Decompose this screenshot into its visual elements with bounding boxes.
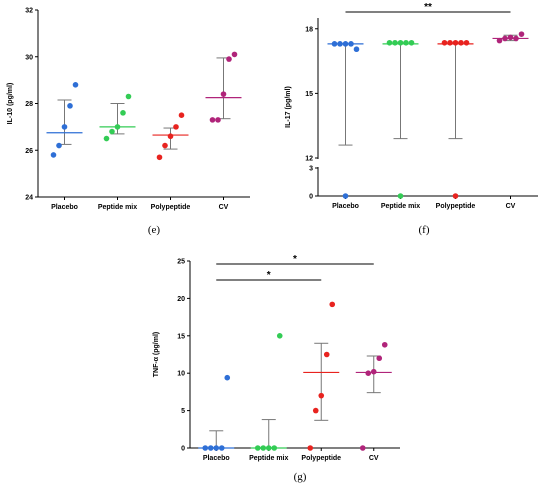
data-point — [329, 301, 336, 308]
data-point — [403, 39, 409, 46]
data-point — [56, 142, 62, 149]
data-point — [507, 34, 514, 41]
x-tick-label: Placebo — [203, 455, 230, 462]
x-tick-label: Placebo — [51, 204, 78, 211]
data-point — [67, 103, 73, 109]
y-tick-label: 3 — [309, 166, 313, 173]
data-point — [109, 128, 115, 135]
data-point — [226, 56, 232, 62]
y-tick-label: 24 — [25, 195, 33, 202]
data-point — [72, 82, 79, 88]
data-point — [178, 112, 185, 118]
data-point — [447, 39, 453, 46]
data-point — [381, 341, 388, 348]
y-tick-label: 30 — [25, 54, 33, 61]
y-tick-label: 26 — [25, 148, 33, 155]
x-tick-label: CV — [506, 203, 516, 210]
data-point — [209, 117, 216, 123]
panel-caption: (f) — [419, 224, 430, 236]
y-tick-label: 28 — [25, 101, 33, 108]
data-point — [220, 91, 227, 97]
data-point — [408, 39, 415, 46]
y-tick-label: 0 — [181, 446, 185, 453]
data-point — [441, 39, 448, 46]
x-tick-label: Peptide mix — [249, 455, 288, 462]
data-point — [496, 37, 503, 44]
x-tick-label: Polypeptide — [301, 455, 341, 462]
x-tick-label: CV — [219, 204, 229, 211]
x-tick-label: Peptide mix — [98, 204, 137, 211]
data-point — [342, 193, 349, 199]
chart-il17: 0 3 12 15 18 IL-17 (pg/ml) Placebo Peptide mix P… — [285, 2, 538, 236]
axis-break — [316, 159, 320, 167]
data-point — [307, 445, 314, 451]
data-point — [215, 117, 221, 123]
x-tick-label: Peptide mix — [381, 203, 420, 210]
y-tick-label: 5 — [181, 408, 185, 415]
data-point — [276, 333, 283, 339]
y-tick-label: 15 — [177, 333, 185, 340]
x-tick-label: Polypeptide — [436, 203, 476, 210]
data-point — [61, 124, 68, 130]
data-point — [392, 39, 398, 46]
data-point — [167, 133, 174, 140]
data-point — [173, 124, 179, 130]
y-tick-label: 25 — [177, 259, 185, 266]
panel-caption: (e) — [148, 224, 161, 236]
chart-tnfa: 0 5 10 15 20 25 TNF-α (pg/ml) Placebo Peptide mi… — [153, 254, 400, 483]
x-tick-label: Placebo — [332, 203, 359, 210]
data-point — [231, 51, 238, 58]
data-point — [370, 368, 377, 375]
data-point — [156, 154, 163, 161]
data-point — [386, 39, 393, 46]
significance-label: ** — [424, 2, 432, 13]
y-tick-label: 32 — [25, 8, 33, 15]
panel-caption: (g) — [294, 471, 307, 483]
y-tick-label: 20 — [177, 296, 185, 303]
data-point — [397, 193, 404, 199]
data-point — [120, 110, 126, 116]
y-axis-label: IL-10 (pg/ml) — [7, 83, 14, 125]
significance-label: * — [267, 270, 271, 281]
data-point — [452, 39, 459, 46]
data-point — [365, 370, 372, 377]
data-point — [359, 445, 366, 451]
significance-label: * — [293, 254, 297, 265]
x-tick-label: CV — [369, 455, 379, 462]
x-tick-label: Polypeptide — [151, 204, 191, 211]
y-tick-label: 18 — [305, 26, 313, 33]
data-point — [452, 193, 459, 199]
data-point — [103, 135, 110, 142]
data-point — [125, 93, 132, 100]
data-point — [50, 152, 57, 158]
data-point — [397, 39, 404, 46]
data-point — [224, 374, 231, 381]
data-point — [162, 142, 168, 149]
y-tick-label: 10 — [177, 371, 185, 378]
data-point — [376, 355, 383, 362]
y-tick-label: 0 — [309, 194, 313, 201]
y-axis-label: IL-17 (pg/ml) — [285, 86, 292, 128]
data-point — [323, 351, 330, 358]
data-point — [318, 392, 325, 399]
chart-il10: 24 26 28 30 32 IL-10 (pg/ml) Placebo Peptide mi… — [7, 8, 250, 236]
data-point — [458, 39, 464, 46]
data-point — [463, 39, 470, 46]
y-tick-label: 12 — [305, 156, 313, 163]
y-tick-label: 15 — [305, 91, 313, 98]
data-point — [312, 407, 319, 414]
data-point — [518, 31, 525, 37]
y-axis-label: TNF-α (pg/ml) — [153, 332, 160, 378]
data-point — [353, 46, 360, 53]
